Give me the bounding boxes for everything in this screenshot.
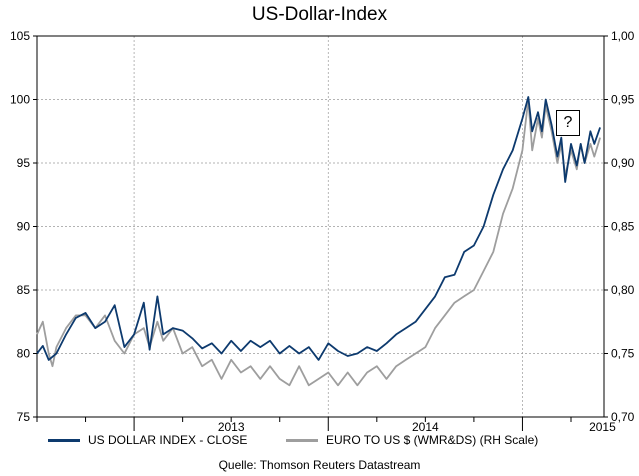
plot-frame xyxy=(36,35,605,418)
ytick-label-left: 95 xyxy=(17,156,31,170)
ytick-label-left: 90 xyxy=(17,220,31,234)
ytick-label-right: 1,00 xyxy=(611,29,635,43)
xtick-label: 2014 xyxy=(412,420,439,434)
legend-item-usd-index: US DOLLAR INDEX - CLOSE xyxy=(48,433,247,447)
ytick-label-right: 0,70 xyxy=(611,410,635,424)
legend-label-eur-usd: EURO TO US $ (WMR&DS) (RH Scale) xyxy=(326,433,539,447)
ytick-label-right: 0,85 xyxy=(611,220,635,234)
ytick-label-right: 0,80 xyxy=(611,283,635,297)
legend-swatch-usd-index xyxy=(48,438,80,442)
ytick-label-left: 105 xyxy=(10,29,30,43)
ytick-label-left: 100 xyxy=(10,93,30,107)
axes xyxy=(33,35,608,431)
chart-title: US-Dollar-Index xyxy=(251,4,388,25)
ytick-label-right: 0,75 xyxy=(611,347,635,361)
grid-lines xyxy=(37,36,604,417)
xtick-label: 2013 xyxy=(218,420,245,434)
tick-labels: 75 0,70 80 0,75 85 0,80 90 0,85 95 0,90 100 0,95 105… xyxy=(10,29,635,434)
ytick-label-left: 75 xyxy=(17,410,31,424)
legend: US DOLLAR INDEX - CLOSE EURO TO US $ (WM… xyxy=(48,433,608,451)
ytick-label-right: 0,95 xyxy=(611,93,635,107)
legend-swatch-eur-usd xyxy=(286,438,318,442)
annotation-box: ? xyxy=(556,110,580,136)
ytick-label-right: 0,90 xyxy=(611,156,635,170)
legend-label-usd-index: US DOLLAR INDEX - CLOSE xyxy=(88,433,248,447)
ytick-label-left: 85 xyxy=(17,283,31,297)
series-lines xyxy=(36,96,601,387)
ytick-label-left: 80 xyxy=(17,347,31,361)
legend-item-eur-usd: EURO TO US $ (WMR&DS) (RH Scale) xyxy=(286,433,538,447)
source-note: Quelle: Thomson Reuters Datastream xyxy=(218,458,421,472)
xtick-label: 2015 xyxy=(589,420,616,434)
series-line-usd-index xyxy=(36,96,601,361)
